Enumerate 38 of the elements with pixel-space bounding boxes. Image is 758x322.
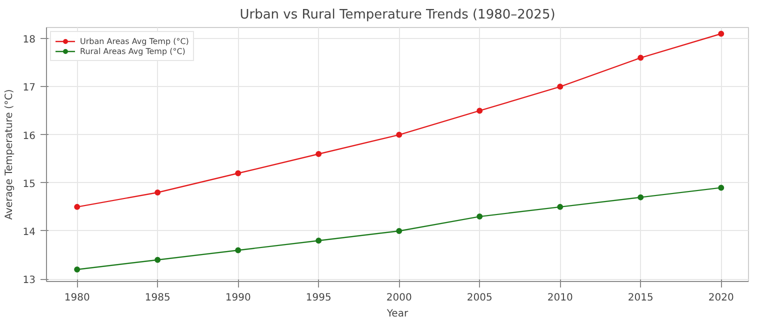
point <box>316 238 322 244</box>
x-tick-label: 2005 <box>466 292 492 304</box>
x-tick-label: 1980 <box>64 292 90 304</box>
point <box>74 204 80 210</box>
y-tick-label: 14 <box>22 226 36 238</box>
point <box>476 108 483 114</box>
legend-label: Rural Areas Avg Temp (°C) <box>80 46 186 56</box>
point <box>74 266 80 272</box>
point <box>154 256 161 263</box>
point <box>235 247 242 254</box>
x-tick-label: 2000 <box>386 292 412 304</box>
point <box>154 190 161 196</box>
x-tick-label: 2020 <box>708 292 734 304</box>
y-axis-title: Average Temperature (°C) <box>4 89 15 220</box>
point <box>638 54 644 61</box>
x-axis-title: Year <box>386 308 409 320</box>
x-tick-label: 1995 <box>306 292 332 304</box>
point <box>557 84 564 90</box>
y-tick-label: 15 <box>22 178 36 190</box>
point <box>718 184 724 191</box>
point <box>557 204 564 210</box>
y-tick-label: 18 <box>22 34 36 46</box>
point <box>235 170 242 176</box>
x-tick-label: 2015 <box>628 292 654 304</box>
chart-title: Urban vs Rural Temperature Trends (1980–2025) <box>240 8 556 22</box>
point <box>396 132 402 138</box>
point <box>638 194 644 200</box>
x-tick-label: 2010 <box>547 292 573 304</box>
point <box>476 214 483 220</box>
y-tick-label: 13 <box>22 275 36 286</box>
y-tick-label: 16 <box>22 130 36 142</box>
point <box>316 151 322 158</box>
x-tick-label: 1990 <box>225 292 251 304</box>
x-tick-label: 1985 <box>144 292 170 304</box>
legend-label: Urban Areas Avg Temp (°C) <box>80 36 189 46</box>
point <box>718 30 724 37</box>
y-tick-label: 17 <box>22 82 36 94</box>
point <box>396 228 402 234</box>
